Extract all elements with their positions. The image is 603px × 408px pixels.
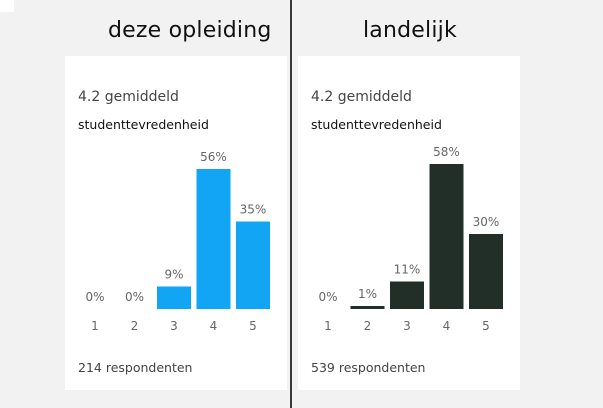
average-score: 4.2 gemiddeld (78, 89, 179, 105)
chart-title-right: landelijk (363, 18, 457, 43)
bar-value-label: 0% (318, 290, 337, 304)
bar (236, 221, 270, 309)
bar-chart-right: 0%11%211%358%430%5 (318, 145, 503, 333)
bar-value-label: 1% (358, 287, 377, 301)
category-tick-label: 1 (324, 319, 332, 333)
category-tick-label: 3 (403, 319, 411, 333)
metric-label: studenttevredenheid (78, 117, 209, 132)
bar-chart-left: 0% 1 0% 2 9% 3 56% 4 35% 5 (85, 150, 270, 333)
bar (157, 286, 191, 309)
bar-value-label: 0% (85, 290, 104, 304)
bar (429, 164, 464, 309)
bar-value-label: 58% (433, 145, 460, 159)
metric-label: studenttevredenheid (311, 117, 442, 132)
category-tick-label: 1 (91, 319, 99, 333)
category-tick-label: 2 (364, 319, 372, 333)
bar-value-label: 9% (164, 268, 183, 282)
card-left: 4.2 gemiddeld studenttevredenheid 0% 1 0% 2… (65, 56, 287, 390)
category-tick-label: 4 (443, 319, 451, 333)
respondent-count: 214 respondenten (78, 360, 193, 375)
category-tick-label: 5 (249, 319, 257, 333)
bar-value-label: 56% (200, 150, 227, 164)
category-tick-label: 5 (482, 319, 490, 333)
corner-patch (0, 0, 14, 12)
respondent-count: 539 respondenten (311, 360, 426, 375)
bar (469, 234, 503, 309)
average-score: 4.2 gemiddeld (311, 89, 412, 105)
category-tick-label: 2 (131, 319, 139, 333)
bar (390, 281, 424, 309)
bar (196, 169, 231, 309)
bar-value-label: 35% (240, 203, 267, 217)
bar (350, 306, 385, 309)
bar-value-label: 11% (394, 263, 421, 277)
category-tick-label: 3 (170, 319, 178, 333)
panel-divider (290, 0, 292, 408)
bar-value-label: 30% (473, 215, 500, 229)
bar-value-label: 0% (125, 290, 144, 304)
card-right: 4.2 gemiddeld studenttevredenheid 0% 1 1% 2… (298, 56, 520, 390)
chart-title-left: deze opleiding (108, 18, 272, 43)
category-tick-label: 4 (210, 319, 218, 333)
